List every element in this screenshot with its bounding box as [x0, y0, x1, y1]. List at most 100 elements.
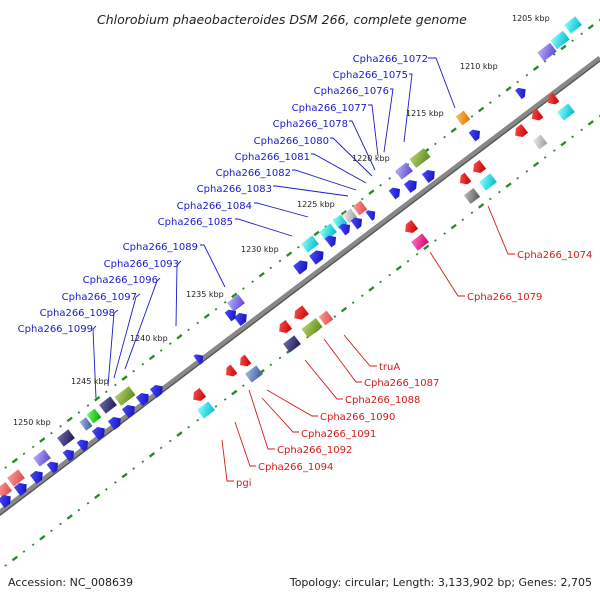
gene-features	[0, 16, 582, 509]
tick-mark	[187, 425, 190, 429]
gene-feature[interactable]	[402, 219, 419, 236]
gene-feature[interactable]	[237, 354, 252, 370]
gene-feature[interactable]	[301, 318, 323, 338]
gene-feature[interactable]	[227, 294, 245, 312]
gene-feature[interactable]	[62, 447, 78, 462]
gene-feature[interactable]	[0, 481, 13, 499]
gene-label-cpha266-1098[interactable]: Cpha266_1098	[40, 308, 115, 319]
gene-feature[interactable]	[352, 200, 368, 216]
gene-feature[interactable]	[557, 103, 575, 121]
connector-cpha266-1076	[383, 88, 394, 153]
gene-feature[interactable]	[324, 233, 340, 248]
gene-label-cpha266-1096[interactable]: Cpha266_1096	[83, 275, 158, 286]
gene-feature[interactable]	[411, 233, 429, 251]
gene-feature[interactable]	[190, 387, 207, 404]
gene-feature[interactable]	[245, 365, 263, 383]
gene-label-cpha266-1089[interactable]: Cpha266_1089	[123, 242, 198, 253]
gene-label-cpha266-1075[interactable]: Cpha266_1075	[333, 70, 408, 81]
gene-label-cpha266-1091[interactable]: Cpha266_1091	[301, 429, 376, 440]
tick-mark	[434, 142, 437, 146]
gene-feature[interactable]	[463, 187, 481, 205]
gene-feature[interactable]	[283, 335, 301, 353]
gene-label-cpha266-1074[interactable]: Cpha266_1074	[517, 250, 592, 261]
gene-feature[interactable]	[135, 390, 152, 407]
gene-label-cpha266-1072[interactable]: Cpha266_1072	[353, 54, 428, 65]
gene-label-cpha266-1083[interactable]: Cpha266_1083	[197, 184, 272, 195]
gene-feature[interactable]	[515, 85, 529, 100]
gene-feature[interactable]	[545, 92, 560, 108]
gene-label-cpha266-1079[interactable]: Cpha266_1079	[467, 292, 542, 303]
gene-feature[interactable]	[91, 424, 108, 441]
gene-feature[interactable]	[291, 305, 309, 322]
gene-label-cpha266-1092[interactable]: Cpha266_1092	[277, 445, 352, 456]
gene-feature[interactable]	[457, 172, 472, 188]
gene-label-cpha266-1078[interactable]: Cpha266_1078	[273, 119, 348, 130]
gene-feature[interactable]	[46, 459, 62, 474]
gene-feature[interactable]	[0, 492, 14, 509]
gene-feature[interactable]	[350, 215, 366, 230]
gene-feature[interactable]	[421, 167, 438, 184]
gene-label-cpha266-1077[interactable]: Cpha266_1077	[292, 103, 367, 114]
gene-label-trua[interactable]: truA	[379, 362, 400, 373]
gene-feature[interactable]	[86, 408, 102, 424]
gene-feature[interactable]	[57, 429, 75, 447]
gene-feature[interactable]	[365, 207, 378, 221]
gene-label-cpha266-1097[interactable]: Cpha266_1097	[62, 292, 137, 303]
gene-feature[interactable]	[301, 235, 319, 253]
gene-feature[interactable]	[338, 221, 354, 236]
gene-label-cpha266-1076[interactable]: Cpha266_1076	[314, 86, 389, 97]
gene-feature[interactable]	[318, 310, 334, 326]
gene-label-cpha266-1093[interactable]: Cpha266_1093	[104, 259, 179, 270]
gene-feature[interactable]	[532, 134, 548, 150]
gene-feature[interactable]	[529, 108, 544, 124]
gene-feature[interactable]	[293, 257, 311, 275]
tick-mark	[552, 149, 556, 152]
gene-feature[interactable]	[13, 480, 30, 497]
gene-label-cpha266-1080[interactable]: Cpha266_1080	[254, 136, 329, 147]
gene-feature[interactable]	[550, 30, 570, 50]
gene-feature[interactable]	[319, 223, 337, 241]
gene-feature[interactable]	[309, 247, 327, 265]
gene-feature[interactable]	[121, 402, 138, 419]
gene-feature[interactable]	[193, 351, 206, 365]
gene-feature[interactable]	[224, 307, 240, 322]
gene-feature[interactable]	[455, 110, 471, 126]
gene-feature[interactable]	[29, 468, 46, 485]
connector-cpha266-1085	[235, 218, 293, 237]
gene-label-cpha266-1088[interactable]: Cpha266_1088	[345, 395, 420, 406]
connector-cpha266-1089	[200, 244, 226, 288]
gene-feature[interactable]	[512, 123, 529, 140]
gene-label-cpha266-1082[interactable]: Cpha266_1082	[216, 168, 291, 179]
gene-label-cpha266-1099[interactable]: Cpha266_1099	[18, 324, 93, 335]
gene-feature[interactable]	[388, 185, 404, 200]
gene-feature[interactable]	[276, 319, 293, 336]
gene-feature[interactable]	[564, 16, 582, 34]
gene-feature[interactable]	[223, 364, 238, 380]
gene-feature[interactable]	[114, 386, 136, 406]
gene-feature[interactable]	[76, 437, 92, 452]
gene-label-cpha266-1090[interactable]: Cpha266_1090	[320, 412, 395, 423]
gene-feature[interactable]	[537, 42, 557, 62]
gene-label-pgi[interactable]: pgi	[236, 478, 251, 489]
gene-feature[interactable]	[233, 310, 250, 327]
gene-feature[interactable]	[470, 159, 487, 176]
gene-feature[interactable]	[33, 449, 51, 467]
gene-feature[interactable]	[107, 414, 124, 431]
gene-label-cpha266-1084[interactable]: Cpha266_1084	[177, 201, 252, 212]
gene-feature[interactable]	[403, 177, 420, 194]
tick-mark	[114, 383, 117, 387]
gene-feature[interactable]	[149, 382, 166, 399]
gene-feature[interactable]	[468, 127, 484, 142]
gene-label-cpha266-1081[interactable]: Cpha266_1081	[235, 152, 310, 163]
gene-feature[interactable]	[479, 173, 497, 191]
gene-label-cpha266-1085[interactable]: Cpha266_1085	[158, 217, 233, 228]
connector-cpha266-1088	[304, 359, 343, 400]
gene-label-cpha266-1094[interactable]: Cpha266_1094	[258, 462, 333, 473]
gene-feature[interactable]	[79, 417, 93, 431]
gene-feature[interactable]	[197, 401, 215, 419]
gene-feature[interactable]	[409, 148, 431, 168]
gene-label-cpha266-1087[interactable]: Cpha266_1087	[364, 378, 439, 389]
gene-feature[interactable]	[395, 162, 413, 180]
gene-feature[interactable]	[99, 396, 117, 414]
gene-feature[interactable]	[7, 469, 25, 487]
